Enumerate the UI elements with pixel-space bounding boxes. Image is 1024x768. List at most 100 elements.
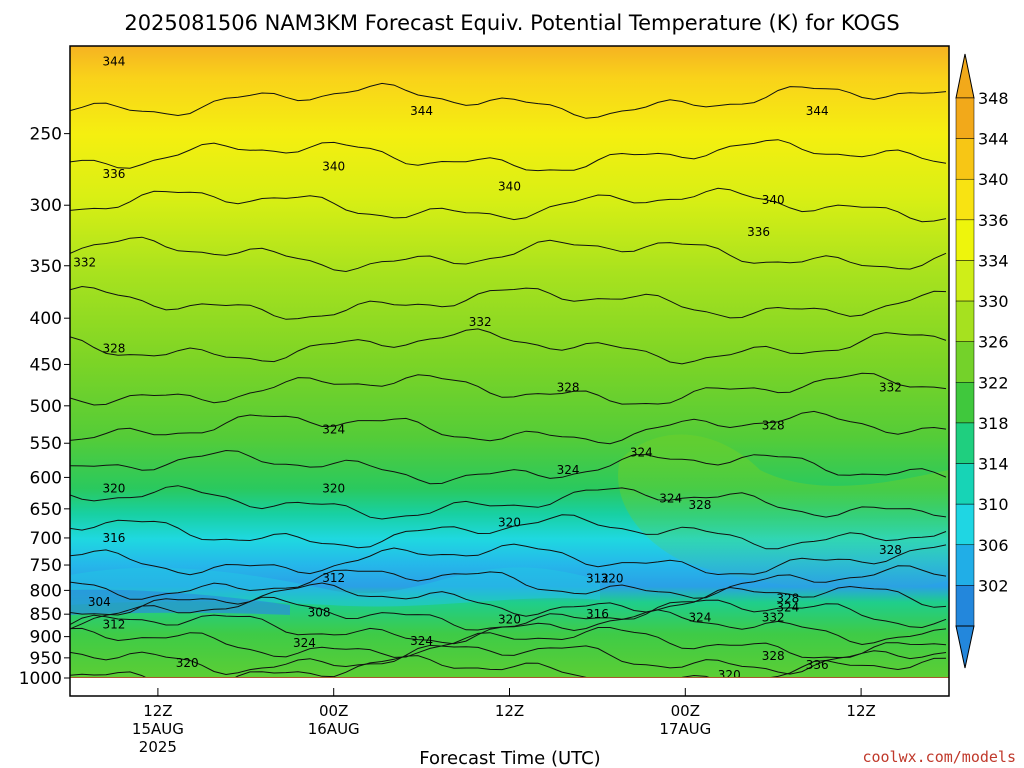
contour-label: 324: [688, 610, 711, 624]
contour-label: 316: [102, 531, 125, 545]
credit-text: coolwx.com/models: [862, 748, 1016, 766]
contour-line: [70, 485, 947, 520]
y-tick-label: 550: [30, 434, 62, 454]
y-tick-label: 800: [30, 581, 62, 601]
cold-core: [70, 589, 290, 615]
contour-label: 340: [498, 179, 521, 193]
contour-lines: [70, 82, 947, 678]
y-tick-label: 400: [30, 309, 62, 329]
contour-label: 344: [410, 104, 433, 118]
contour-line: [70, 328, 947, 365]
y-tick-label: 900: [30, 628, 62, 648]
colorbar-label: 348: [978, 89, 1009, 108]
contour-label: 324: [776, 601, 799, 615]
contour-label: 328: [776, 592, 799, 606]
colorbar-label: 340: [978, 170, 1009, 189]
contour-line: [70, 627, 947, 659]
y-tick-label: 350: [30, 257, 62, 277]
contour-label: 324: [293, 636, 316, 650]
x-tick-label: 2025: [139, 738, 177, 756]
contour-label: 320: [176, 656, 199, 670]
colorbar-label: 336: [978, 211, 1009, 230]
colorbar-segment: [955, 300, 975, 342]
contour-line: [70, 187, 947, 223]
colorbar-segment: [955, 97, 975, 139]
contour-label: 328: [879, 543, 902, 557]
colorbar: 348 344 340 336 334 330 326 322 318 314 310 306 302: [955, 53, 1009, 669]
contour-label: 332: [762, 610, 785, 624]
contour-line: [70, 565, 947, 600]
contour-line: [70, 236, 947, 273]
contour-label: 336: [747, 225, 770, 239]
contour-label: 332: [73, 255, 96, 269]
warm-region: [618, 434, 949, 591]
colorbar-label: 326: [978, 333, 1009, 352]
x-axis-label: Forecast Time (UTC): [419, 748, 600, 768]
contour-label: 344: [102, 54, 125, 68]
contour-label: 320: [718, 668, 741, 682]
y-tick-label: 750: [30, 556, 62, 576]
contour-line: [70, 655, 947, 678]
colorbar-segment: [955, 219, 975, 261]
colorbar-label: 302: [978, 576, 1009, 595]
contour-label: 320: [601, 571, 624, 585]
contour-label: 328: [557, 380, 580, 394]
colorbar-label: 330: [978, 292, 1009, 311]
contour-label: 312: [586, 571, 609, 585]
contour-label: 328: [688, 498, 711, 512]
colorbar-label: 310: [978, 495, 1009, 514]
x-tick-label: 17AUG: [659, 720, 711, 738]
contour-label: 324: [557, 463, 580, 477]
x-tick-label: 00Z: [319, 702, 348, 720]
colorbar-segment: [955, 382, 975, 424]
colorbar-segment: [955, 138, 975, 180]
y-tick-label: 650: [30, 500, 62, 520]
colorbar-segment: [955, 422, 975, 464]
contour-label: 308: [308, 605, 331, 619]
colorbar-label: 344: [978, 130, 1009, 149]
x-tick-label: 12Z: [846, 702, 875, 720]
y-axis: 250 300 350 400 450 500 550 600 650 700 750 800 850 9…: [19, 125, 70, 689]
contour-label: 332: [879, 380, 902, 394]
contour-line: [70, 410, 947, 445]
contour-line: [70, 82, 947, 119]
contour-label: 316: [586, 607, 609, 621]
colorbar-label: 322: [978, 373, 1009, 392]
colorbar-segment: [955, 178, 975, 221]
contour-label: 328: [102, 341, 125, 355]
x-tick-label: 12Z: [143, 702, 172, 720]
colorbar-label: 318: [978, 414, 1009, 433]
colorbar-segment: [955, 503, 975, 546]
contour-line: [70, 372, 947, 406]
contour-label: 320: [322, 481, 345, 495]
contour-line: [70, 609, 947, 646]
x-tick-label: 12Z: [495, 702, 524, 720]
contour-labels: 3443363323283203163043123203403243203123…: [73, 54, 902, 682]
contour-label: 320: [498, 515, 521, 529]
contour-label: 328: [762, 419, 785, 433]
y-tick-label: 250: [30, 125, 62, 145]
y-tick-label: 450: [30, 355, 62, 375]
colorbar-segment: [955, 341, 975, 383]
colorbar-label: 306: [978, 536, 1009, 555]
colorbar-extend-bottom: [955, 625, 975, 669]
y-tick-label: 850: [30, 605, 62, 625]
colorbar-label: 314: [978, 455, 1009, 474]
y-tick-label: 300: [30, 196, 62, 216]
contour-label: 332: [469, 315, 492, 329]
contour-label: 312: [322, 571, 345, 585]
x-tick-label: 15AUG: [132, 720, 184, 738]
contour-line: [70, 285, 947, 320]
contour-label: 324: [410, 634, 433, 648]
contour-line: [70, 514, 947, 550]
colorbar-label: 334: [978, 251, 1009, 270]
contour-label: 336: [102, 167, 125, 181]
contour-line: [70, 139, 947, 172]
colorbar-extend-top: [955, 53, 975, 99]
ground-surface: [70, 677, 949, 678]
contour-label: 328: [762, 649, 785, 663]
x-tick-label: 00Z: [671, 702, 700, 720]
contour-label: 344: [806, 104, 829, 118]
